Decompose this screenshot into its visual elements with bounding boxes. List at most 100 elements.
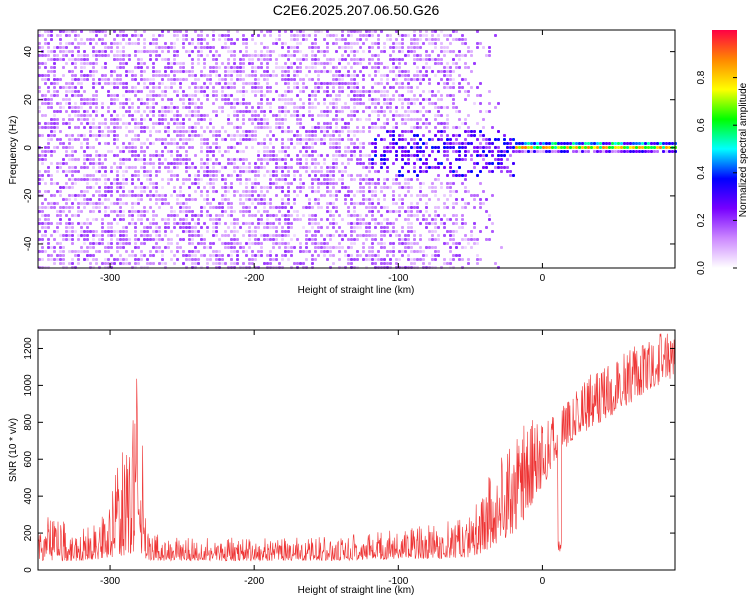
spectrogram-cell	[392, 118, 395, 121]
spectrogram-cell	[458, 158, 461, 161]
spectrogram-cell	[350, 178, 353, 181]
spectrogram-cell	[188, 118, 191, 121]
spectrogram-cell	[155, 74, 158, 77]
spectrogram-cell	[392, 98, 395, 101]
spectrogram-cell	[368, 230, 371, 233]
spectrogram-cell	[431, 90, 434, 93]
spectrogram-cell	[80, 38, 83, 41]
spectrogram-cell	[59, 50, 62, 53]
spectrogram-cell	[233, 262, 236, 265]
spectrogram-cell	[113, 126, 116, 129]
spectrogram-cell	[182, 90, 185, 93]
spectrogram-cell	[230, 238, 233, 241]
spectrogram-cell	[437, 122, 440, 125]
spectrogram-cell	[116, 154, 119, 157]
spectrogram-cell	[71, 202, 74, 205]
spectrogram-cell	[422, 78, 425, 81]
spectrogram-cell	[230, 182, 233, 185]
spectrogram-cell	[71, 206, 74, 209]
spectrogram-cell	[152, 186, 155, 189]
spectrogram-cell	[401, 146, 404, 149]
spectrogram-cell	[419, 54, 422, 57]
spectrogram-cell	[269, 74, 272, 77]
spectrogram-cell	[74, 106, 77, 109]
spectrogram-cell	[173, 142, 176, 145]
spectrogram-cell	[368, 226, 371, 229]
spectrogram-cell	[200, 234, 203, 237]
spectrogram-cell	[566, 146, 569, 149]
spectrogram-cell	[425, 218, 428, 221]
spectrogram-cell	[227, 86, 230, 89]
spectrogram-cell	[164, 86, 167, 89]
spectrogram-cell	[224, 166, 227, 169]
spectrogram-cell	[107, 94, 110, 97]
spectrogram-cell	[284, 78, 287, 81]
spectrogram-cell	[344, 38, 347, 41]
spectrogram-cell	[110, 98, 113, 101]
spectrogram-cell	[314, 166, 317, 169]
spectrogram-cell	[83, 242, 86, 245]
spectrogram-cell	[158, 54, 161, 57]
spectrogram-cell	[488, 142, 491, 145]
spectrogram-cell	[116, 78, 119, 81]
spectrogram-cell	[122, 238, 125, 241]
spectrogram-cell	[326, 202, 329, 205]
spectrogram-cell	[71, 62, 74, 65]
spectrogram-cell	[434, 178, 437, 181]
spectrogram-cell	[122, 190, 125, 193]
spectrogram-cell	[398, 86, 401, 89]
spectrogram-cell	[236, 250, 239, 253]
spectrogram-cell	[182, 70, 185, 73]
spectrogram-cell	[134, 66, 137, 69]
spectrogram-cell	[389, 242, 392, 245]
spectrogram-cell	[47, 58, 50, 61]
spectrogram-cell	[47, 218, 50, 221]
spectrogram-cell	[290, 66, 293, 69]
spectrogram-cell	[122, 246, 125, 249]
spectrogram-cell	[167, 122, 170, 125]
spectrogram-cell	[95, 150, 98, 153]
spectrogram-cell	[71, 214, 74, 217]
spectrogram-cell	[509, 154, 512, 157]
spectrogram-cell	[455, 230, 458, 233]
spectrogram-cell	[476, 162, 479, 165]
spectrogram-cell	[356, 126, 359, 129]
spectrogram-cell	[407, 142, 410, 145]
spectrogram-cell	[326, 62, 329, 65]
spectrogram-cell	[68, 238, 71, 241]
spectrogram-cell	[293, 170, 296, 173]
spectrogram-cell	[347, 106, 350, 109]
spectrogram-cell	[266, 146, 269, 149]
spectrogram-cell	[488, 50, 491, 53]
spectrogram-cell	[89, 134, 92, 137]
spectrogram-cell	[347, 190, 350, 193]
spectrogram-cell	[200, 214, 203, 217]
spectrogram-cell	[341, 86, 344, 89]
spectrogram-cell	[470, 154, 473, 157]
spectrogram-cell	[467, 90, 470, 93]
spectrogram-cell	[431, 222, 434, 225]
spectrogram-cell	[371, 110, 374, 113]
spectrogram-cell	[227, 186, 230, 189]
spectrogram-cell	[194, 198, 197, 201]
spectrogram-cell	[38, 206, 41, 209]
spectrogram-cell	[95, 54, 98, 57]
spectrogram-cell	[296, 138, 299, 141]
spectrogram-cell	[239, 194, 242, 197]
spectrogram-cell	[497, 146, 500, 149]
spectrogram-cell	[341, 30, 344, 33]
spectrogram-cell	[215, 82, 218, 85]
spectrogram-cell	[398, 146, 401, 149]
spectrogram-cell	[635, 150, 638, 153]
spectrogram-cell	[311, 158, 314, 161]
spectrogram-cell	[269, 178, 272, 181]
spectrogram-cell	[359, 234, 362, 237]
spectrogram-cell	[281, 174, 284, 177]
spectrogram-cell	[368, 246, 371, 249]
spectrogram-cell	[83, 154, 86, 157]
spectrogram-cell	[416, 66, 419, 69]
spectrogram-cell	[203, 74, 206, 77]
spectrogram-cell	[197, 186, 200, 189]
spectrogram-cell	[359, 70, 362, 73]
spectrogram-cell	[104, 82, 107, 85]
